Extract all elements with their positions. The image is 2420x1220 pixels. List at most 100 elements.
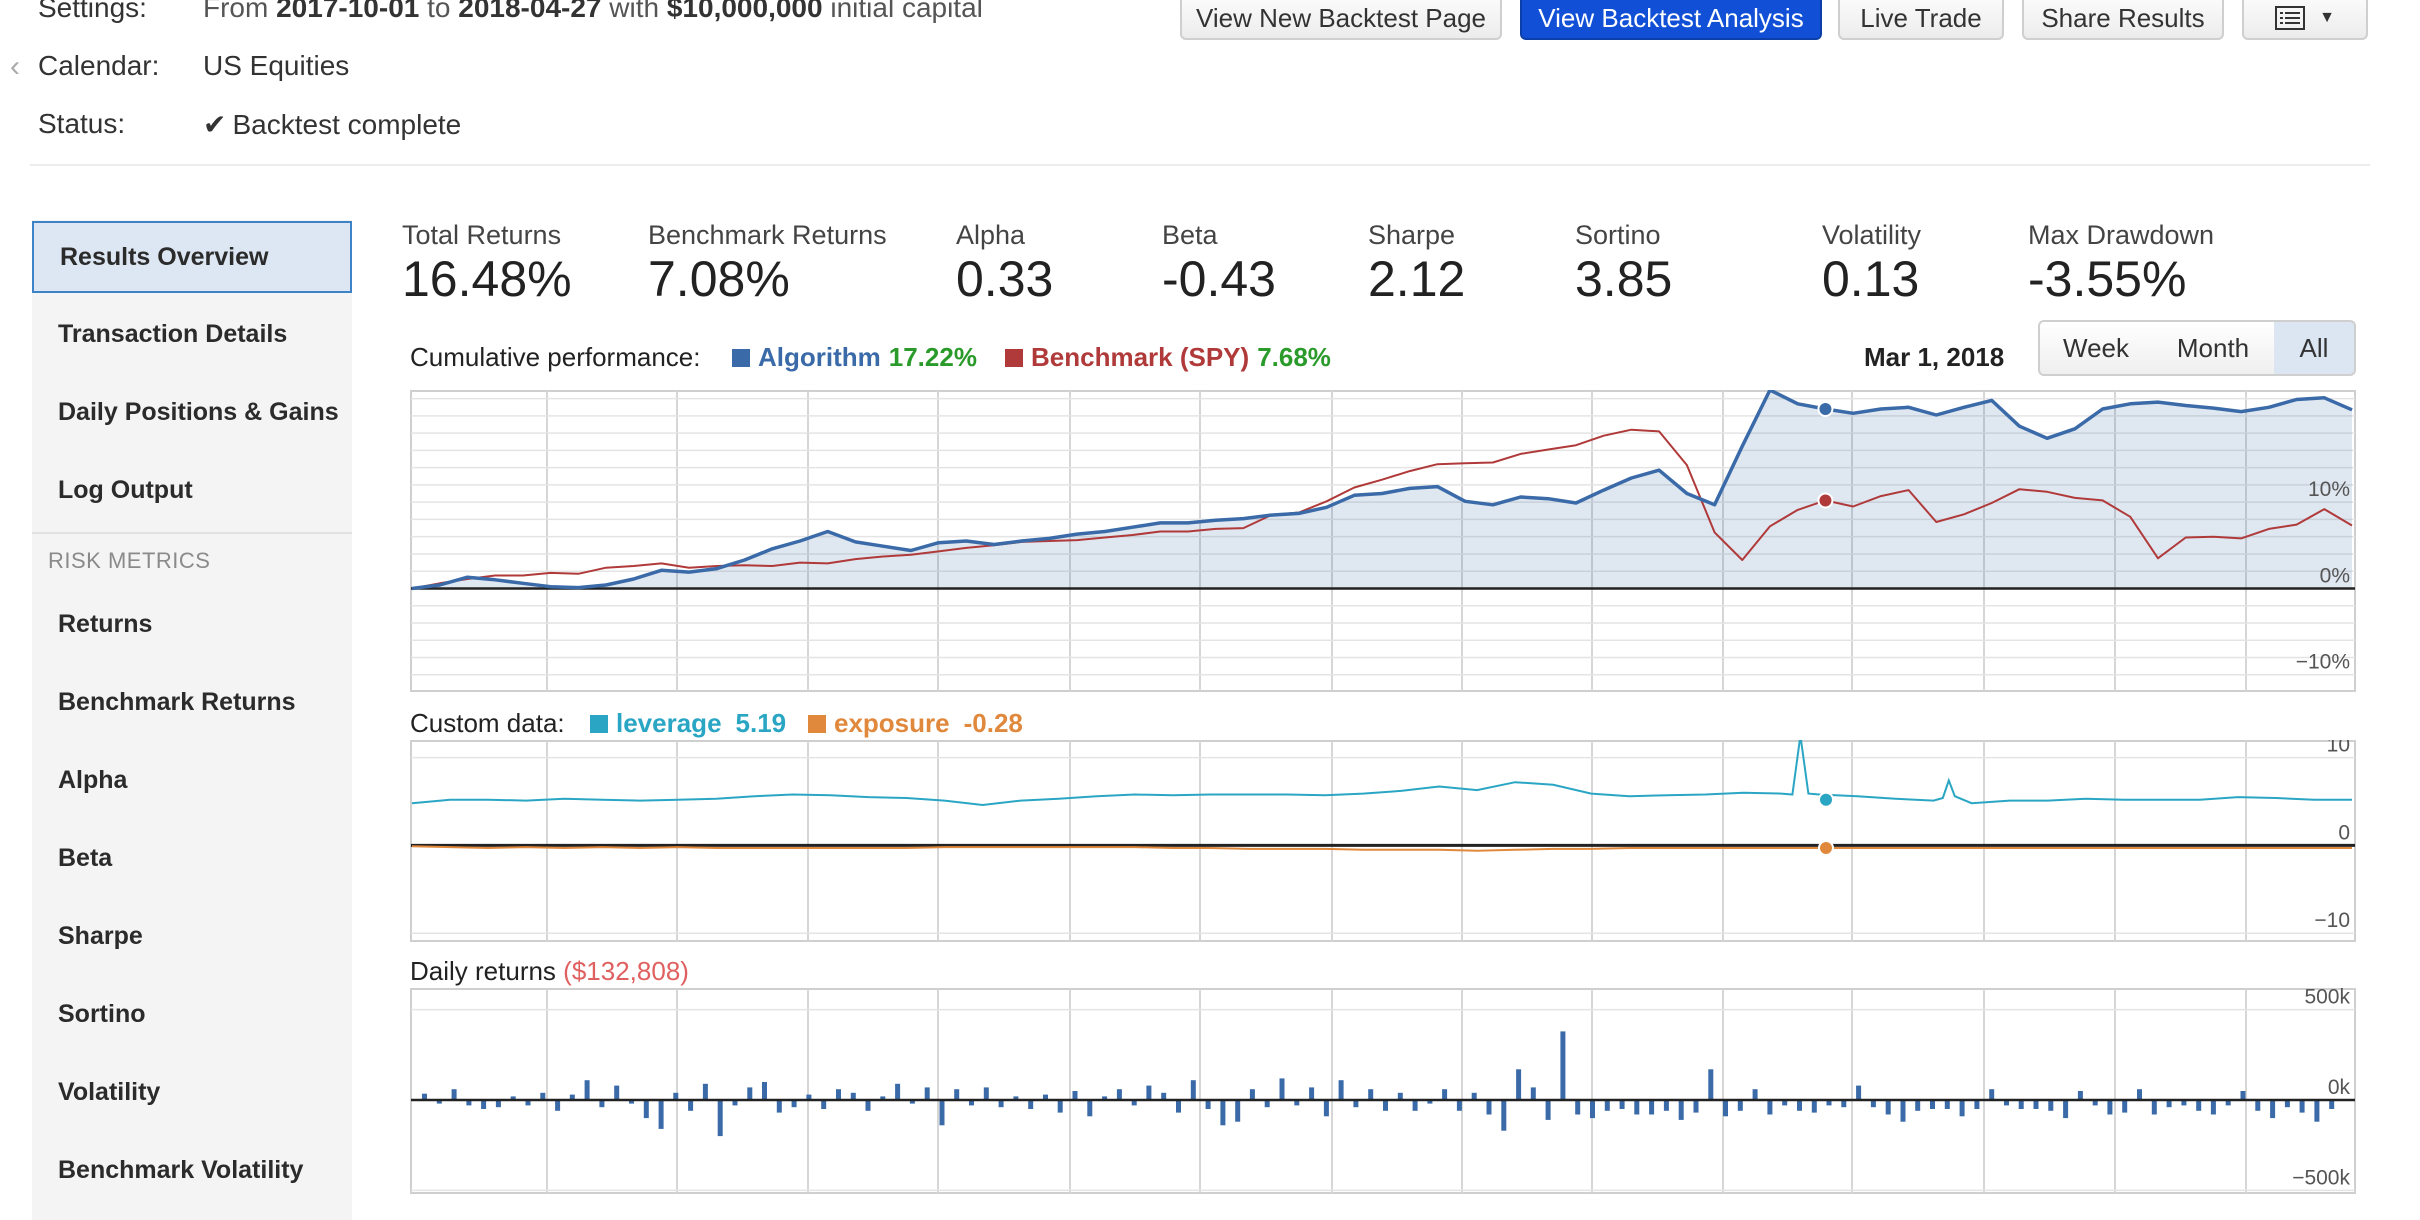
settings-capital-suffix: initial capital — [830, 0, 983, 23]
daily-return-bar — [2137, 1089, 2142, 1100]
daily-return-bar — [643, 1100, 649, 1119]
y-tick-label: 10 — [2327, 740, 2350, 757]
daily-return-bar — [1870, 1100, 1876, 1108]
daily-return-bar — [1604, 1100, 1610, 1111]
daily-return-bar — [2270, 1100, 2276, 1119]
daily-return-bar — [2004, 1100, 2009, 1106]
exposure-line — [411, 845, 2352, 852]
cumulative-performance-chart[interactable]: 10% 0% −10% — [410, 390, 2356, 692]
sidebar-item-results-overview[interactable]: Results Overview — [32, 221, 352, 293]
sidebar-item-transaction-details[interactable]: Transaction Details — [58, 319, 288, 348]
sidebar-divider — [32, 532, 352, 534]
exposure-hover-point — [1818, 840, 1834, 857]
y-tick-label: 0 — [2338, 821, 2350, 844]
live-trade-button[interactable]: Live Trade — [1838, 0, 2004, 40]
daily-return-bar — [673, 1092, 679, 1100]
daily-return-bar — [540, 1092, 546, 1100]
check-icon: ✔ — [203, 109, 227, 140]
daily-return-bar — [2122, 1100, 2128, 1113]
legend-algorithm[interactable]: Algorithm 17.22% — [732, 342, 977, 373]
daily-return-bar — [2018, 1100, 2024, 1109]
sidebar-item-benchmark-returns[interactable]: Benchmark Returns — [58, 687, 296, 716]
leverage-line — [411, 740, 2352, 807]
daily-returns-value: ($132,808) — [563, 956, 689, 986]
daily-return-bar — [2329, 1100, 2335, 1109]
metric-label-sortino: Sortino — [1575, 220, 1661, 250]
daily-return-bar — [865, 1100, 871, 1111]
legend-exposure-name: exposure — [834, 708, 950, 738]
daily-return-bar — [2063, 1100, 2069, 1119]
sidebar-item-alpha[interactable]: Alpha — [58, 765, 128, 794]
status-value: ✔ Backtest complete — [203, 108, 461, 141]
daily-return-bar — [1397, 1092, 1403, 1100]
legend-leverage[interactable]: leverage 5.19 — [590, 708, 786, 739]
sidebar-item-daily-positions[interactable]: Daily Positions & Gains — [58, 397, 339, 426]
daily-return-bar — [747, 1087, 753, 1100]
settings-with: with — [609, 0, 660, 23]
range-week-button[interactable]: Week — [2038, 320, 2154, 376]
daily-return-bar — [1486, 1100, 1492, 1115]
daily-return-bar — [2284, 1100, 2290, 1108]
daily-return-bar — [1856, 1085, 1862, 1101]
custom-data-chart[interactable]: 10 0 −10 — [410, 740, 2356, 942]
y-tick-label: −500k — [2292, 1166, 2350, 1189]
legend-leverage-swatch — [590, 714, 608, 733]
daily-return-bar — [1634, 1100, 1640, 1115]
daily-return-bar — [939, 1100, 945, 1126]
daily-return-bar — [1959, 1100, 1965, 1117]
daily-return-bar — [762, 1082, 767, 1101]
daily-return-bar — [2314, 1100, 2320, 1122]
range-all-button[interactable]: All — [2274, 320, 2356, 376]
daily-return-bar — [599, 1100, 605, 1108]
daily-return-bar — [2196, 1100, 2202, 1111]
chart-frame — [410, 740, 2356, 942]
daily-return-bar — [1649, 1100, 1655, 1115]
daily-returns-title: Daily returns ($132,808) — [410, 956, 689, 987]
daily-return-bar — [555, 1100, 561, 1111]
daily-return-bar — [2225, 1100, 2231, 1106]
daily-return-bar — [1442, 1089, 1448, 1100]
metric-value-benchmark-returns: 7.08% — [648, 251, 790, 307]
daily-return-bar — [1264, 1100, 1270, 1108]
calendar-label: Calendar: — [38, 50, 160, 81]
daily-return-bar — [1575, 1100, 1581, 1115]
sidebar-item-returns[interactable]: Returns — [58, 609, 153, 638]
view-new-backtest-button[interactable]: View New Backtest Page — [1180, 0, 1502, 40]
legend-benchmark[interactable]: Benchmark (SPY) 7.68% — [1005, 342, 1331, 373]
status-text: Backtest complete — [232, 109, 462, 140]
daily-return-bar — [1678, 1100, 1684, 1120]
daily-returns-chart[interactable]: 500k 0k −500k — [410, 988, 2356, 1194]
daily-return-bar — [1279, 1078, 1285, 1101]
daily-return-bar — [569, 1094, 575, 1100]
view-backtest-analysis-button[interactable]: View Backtest Analysis — [1520, 0, 1822, 40]
daily-return-bar — [510, 1096, 516, 1100]
daily-return-bar — [1516, 1069, 1522, 1100]
chart-frame — [410, 988, 2356, 1194]
daily-return-bar — [1663, 1100, 1669, 1111]
settings-to: to — [427, 0, 451, 23]
daily-return-bar — [1944, 1100, 1950, 1109]
sidebar-item-sortino[interactable]: Sortino — [58, 999, 146, 1028]
sidebar-item-sharpe[interactable]: Sharpe — [58, 921, 143, 950]
metric-value-total-returns: 16.48% — [402, 251, 572, 307]
share-results-button[interactable]: Share Results — [2022, 0, 2224, 40]
daily-return-bar — [1412, 1100, 1418, 1111]
daily-return-bar — [1043, 1094, 1048, 1100]
daily-return-bar — [2210, 1100, 2216, 1115]
legend-exposure[interactable]: exposure -0.28 — [808, 708, 1023, 739]
daily-return-bar — [1471, 1092, 1477, 1100]
collapse-chevron-icon[interactable]: ‹ — [10, 50, 20, 83]
daily-return-bar — [422, 1093, 427, 1100]
sidebar-item-beta[interactable]: Beta — [58, 843, 113, 872]
options-menu-button[interactable]: ▼ — [2242, 0, 2368, 40]
daily-return-bar — [2255, 1100, 2261, 1111]
sidebar-item-volatility[interactable]: Volatility — [58, 1077, 161, 1106]
daily-return-bar — [525, 1100, 531, 1106]
range-month-button[interactable]: Month — [2152, 320, 2276, 376]
benchmark-line — [411, 428, 2353, 590]
calendar-value: US Equities — [203, 50, 350, 81]
daily-returns-label: Daily returns — [410, 956, 556, 986]
sidebar-item-benchmark-volatility[interactable]: Benchmark Volatility — [58, 1155, 304, 1184]
sidebar-item-log-output[interactable]: Log Output — [58, 475, 193, 504]
daily-return-bar — [629, 1100, 634, 1104]
